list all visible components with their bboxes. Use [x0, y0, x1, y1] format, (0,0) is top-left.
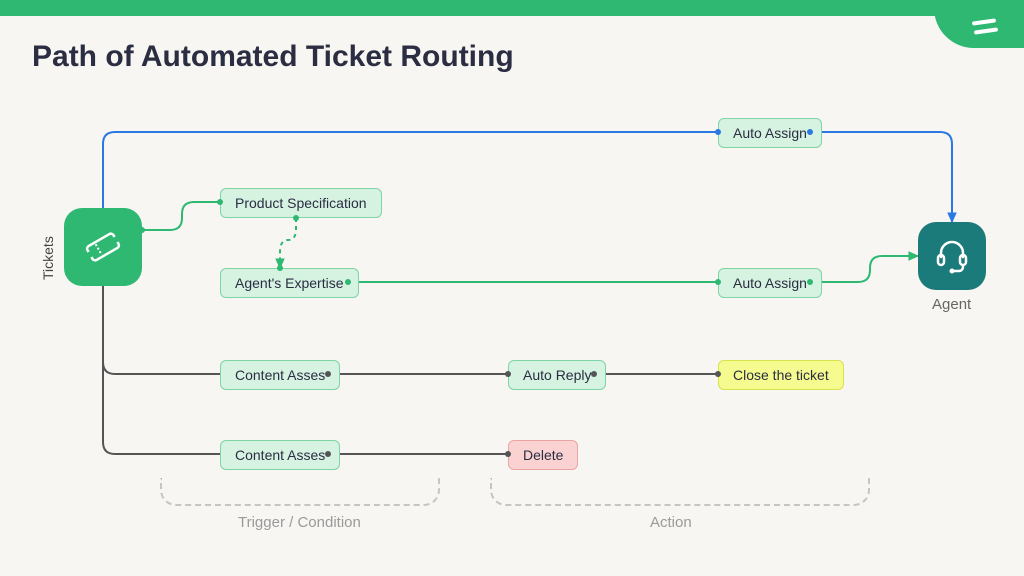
top-accent-bar — [0, 0, 1024, 16]
tickets-node — [64, 208, 142, 286]
connector-dot — [277, 265, 283, 271]
connector-dot — [591, 371, 597, 377]
connector-dot — [345, 279, 351, 285]
connector-dot — [217, 199, 223, 205]
node-delete: Delete — [508, 440, 578, 470]
agent-node — [918, 222, 986, 290]
node-product-spec: Product Specification — [220, 188, 382, 218]
tickets-label: Tickets — [40, 236, 56, 280]
headset-icon — [933, 237, 971, 275]
agent-label: Agent — [932, 296, 971, 313]
connector-dot — [505, 451, 511, 457]
connector-dot — [325, 451, 331, 457]
page-title: Path of Automated Ticket Routing — [32, 40, 514, 74]
node-content-asses-2: Content Asses — [220, 440, 340, 470]
node-close-ticket: Close the ticket — [718, 360, 844, 390]
brand-logo-icon — [972, 18, 1000, 36]
connector-dot — [807, 279, 813, 285]
node-content-asses-1: Content Asses — [220, 360, 340, 390]
connector-dot — [505, 371, 511, 377]
connector-dot — [293, 215, 299, 221]
ticket-icon — [82, 226, 124, 268]
connector-dot — [715, 129, 721, 135]
action-group-label: Action — [650, 514, 692, 531]
connector-dot — [715, 371, 721, 377]
node-agent-expertise: Agent's Expertise — [220, 268, 359, 298]
trigger-group-brace — [160, 478, 440, 506]
connector-dot — [325, 371, 331, 377]
action-group-brace — [490, 478, 870, 506]
connector-dot — [715, 279, 721, 285]
connector-dot — [807, 129, 813, 135]
connector-dot — [139, 227, 145, 233]
trigger-group-label: Trigger / Condition — [238, 514, 361, 531]
